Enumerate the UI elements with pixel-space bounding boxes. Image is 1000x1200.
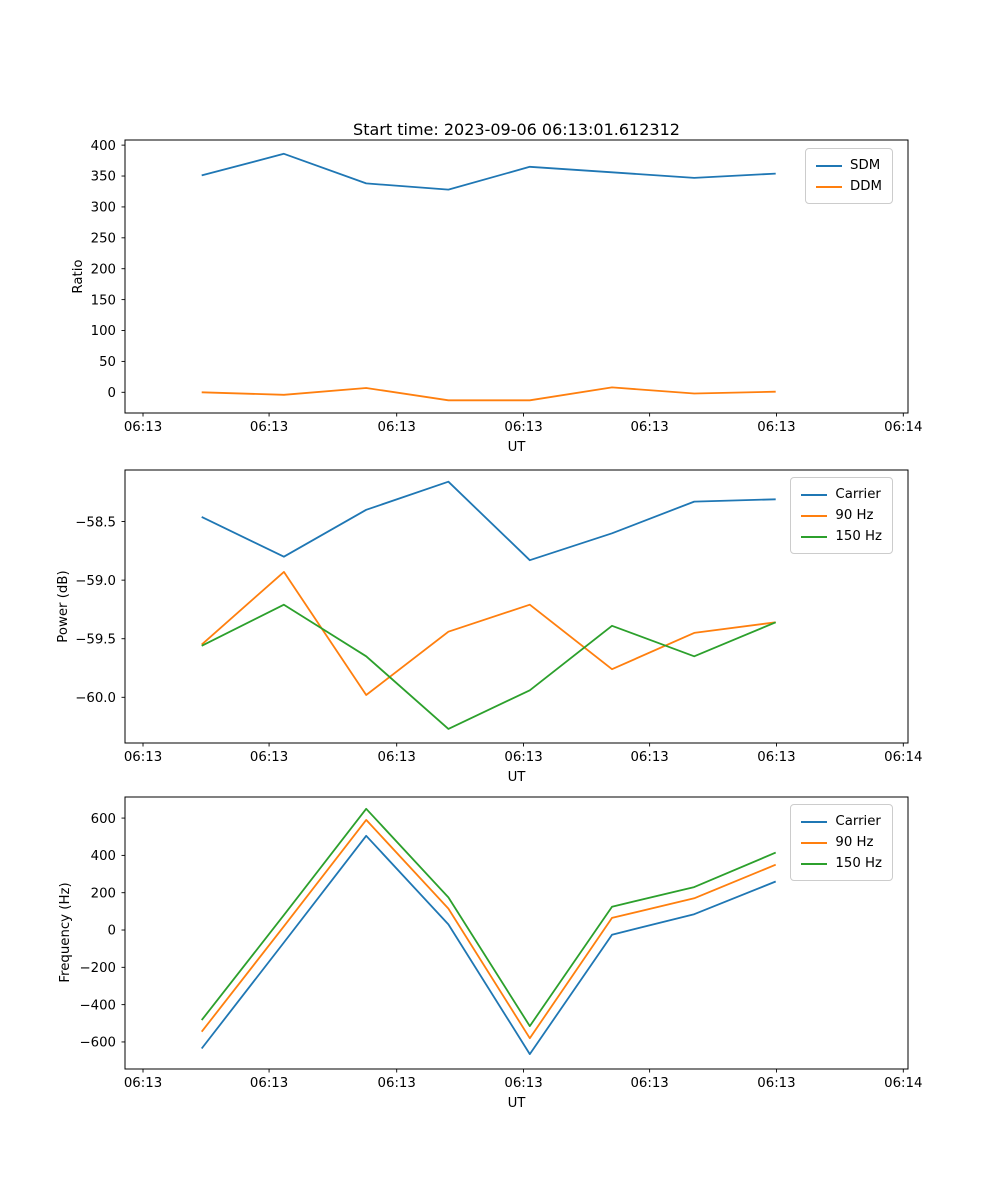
y-tick-label: 0 [108,924,116,939]
series-line-carrier [200,834,777,1055]
y-tick-label: 350 [91,170,116,185]
legend-label: 90 Hz [835,835,874,850]
y-axis-label-power: Power (dB) [55,570,71,643]
y-axis-label-frequency: Frequency (Hz) [57,882,73,983]
legend-label: 90 Hz [835,508,874,523]
y-tick-label: −200 [79,961,116,976]
y-tick-label: −400 [79,998,116,1013]
x-tick-label: 06:13 [378,420,416,435]
y-tick-label: 400 [91,849,116,864]
legend-line-swatch [816,164,843,167]
legend-line-swatch [801,820,828,823]
legend-item: 150 Hz [801,526,882,547]
series-line-150-hz [201,603,777,730]
series-line-150-hz [200,807,777,1027]
y-tick-label: 100 [91,324,116,339]
x-tick-label: 06:13 [250,420,288,435]
y-tick-label: 400 [91,139,116,154]
x-tick-label: 06:13 [124,750,162,765]
figure-title: Start time: 2023-09-06 06:13:01.612312 [353,120,680,139]
y-tick-label: 150 [91,293,116,308]
legend-item: 90 Hz [801,832,882,853]
x-tick-label: 06:13 [757,420,795,435]
x-tick-label: 06:13 [757,1076,795,1091]
x-tick-label: 06:13 [504,750,542,765]
x-tick-label: 06:14 [884,420,922,435]
legend-line-swatch [801,514,828,517]
series-line-ddm [201,386,776,402]
legend-ratio: SDM DDM [805,148,893,204]
series-line-90-hz [200,819,777,1040]
legend-item: 90 Hz [801,505,882,526]
legend-item: Carrier [801,811,882,832]
legend-label: Carrier [835,487,881,502]
legend-line-swatch [801,535,828,538]
y-tick-label: −600 [79,1036,116,1051]
legend-frequency: Carrier 90 Hz 150 Hz [790,804,893,881]
x-tick-label: 06:13 [250,750,288,765]
y-tick-label: 0 [108,386,116,401]
legend-power: Carrier 90 Hz 150 Hz [790,477,893,554]
x-axis-label-ut-top: UT [507,440,526,455]
legend-line-swatch [801,862,828,865]
series-line-90-hz [201,571,776,696]
legend-item: SDM [816,155,882,176]
x-tick-label: 06:13 [630,1076,668,1091]
x-axis-label-ut-middle: UT [507,770,526,785]
y-tick-label: 200 [91,886,116,901]
x-tick-label: 06:13 [378,1076,416,1091]
legend-label: SDM [850,158,881,173]
legend-line-swatch [801,493,828,496]
x-tick-label: 06:13 [504,420,542,435]
y-tick-label: −58.5 [75,515,116,530]
plot-border [124,469,909,744]
legend-label: 150 Hz [835,529,882,544]
x-tick-label: 06:13 [630,750,668,765]
x-tick-label: 06:13 [250,1076,288,1091]
legend-line-swatch [801,841,828,844]
series-line-sdm [201,152,776,191]
x-tick-label: 06:14 [884,750,922,765]
y-tick-label: −59.0 [75,574,116,589]
y-tick-label: −59.5 [75,632,116,647]
y-tick-label: 250 [91,232,116,247]
x-tick-label: 06:13 [378,750,416,765]
series-line-carrier [201,480,776,562]
x-tick-label: 06:13 [504,1076,542,1091]
legend-item: 150 Hz [801,853,882,874]
x-tick-label: 06:14 [884,1076,922,1091]
y-tick-label: 50 [99,355,116,370]
x-tick-label: 06:13 [757,750,795,765]
y-tick-label: 200 [91,262,116,277]
plot-border [124,796,909,1070]
y-tick-label: 600 [91,812,116,827]
x-tick-label: 06:13 [124,420,162,435]
legend-label: DDM [850,179,882,194]
x-tick-label: 06:13 [630,420,668,435]
x-tick-label: 06:13 [124,1076,162,1091]
legend-item: DDM [816,176,882,197]
y-tick-label: −60.0 [75,691,116,706]
legend-label: Carrier [835,814,881,829]
legend-label: 150 Hz [835,856,882,871]
x-axis-label-ut-bottom: UT [507,1096,526,1111]
y-axis-label-ratio: Ratio [70,259,86,294]
legend-line-swatch [816,185,843,188]
y-tick-label: 300 [91,201,116,216]
plot-border [124,139,909,414]
legend-item: Carrier [801,484,882,505]
